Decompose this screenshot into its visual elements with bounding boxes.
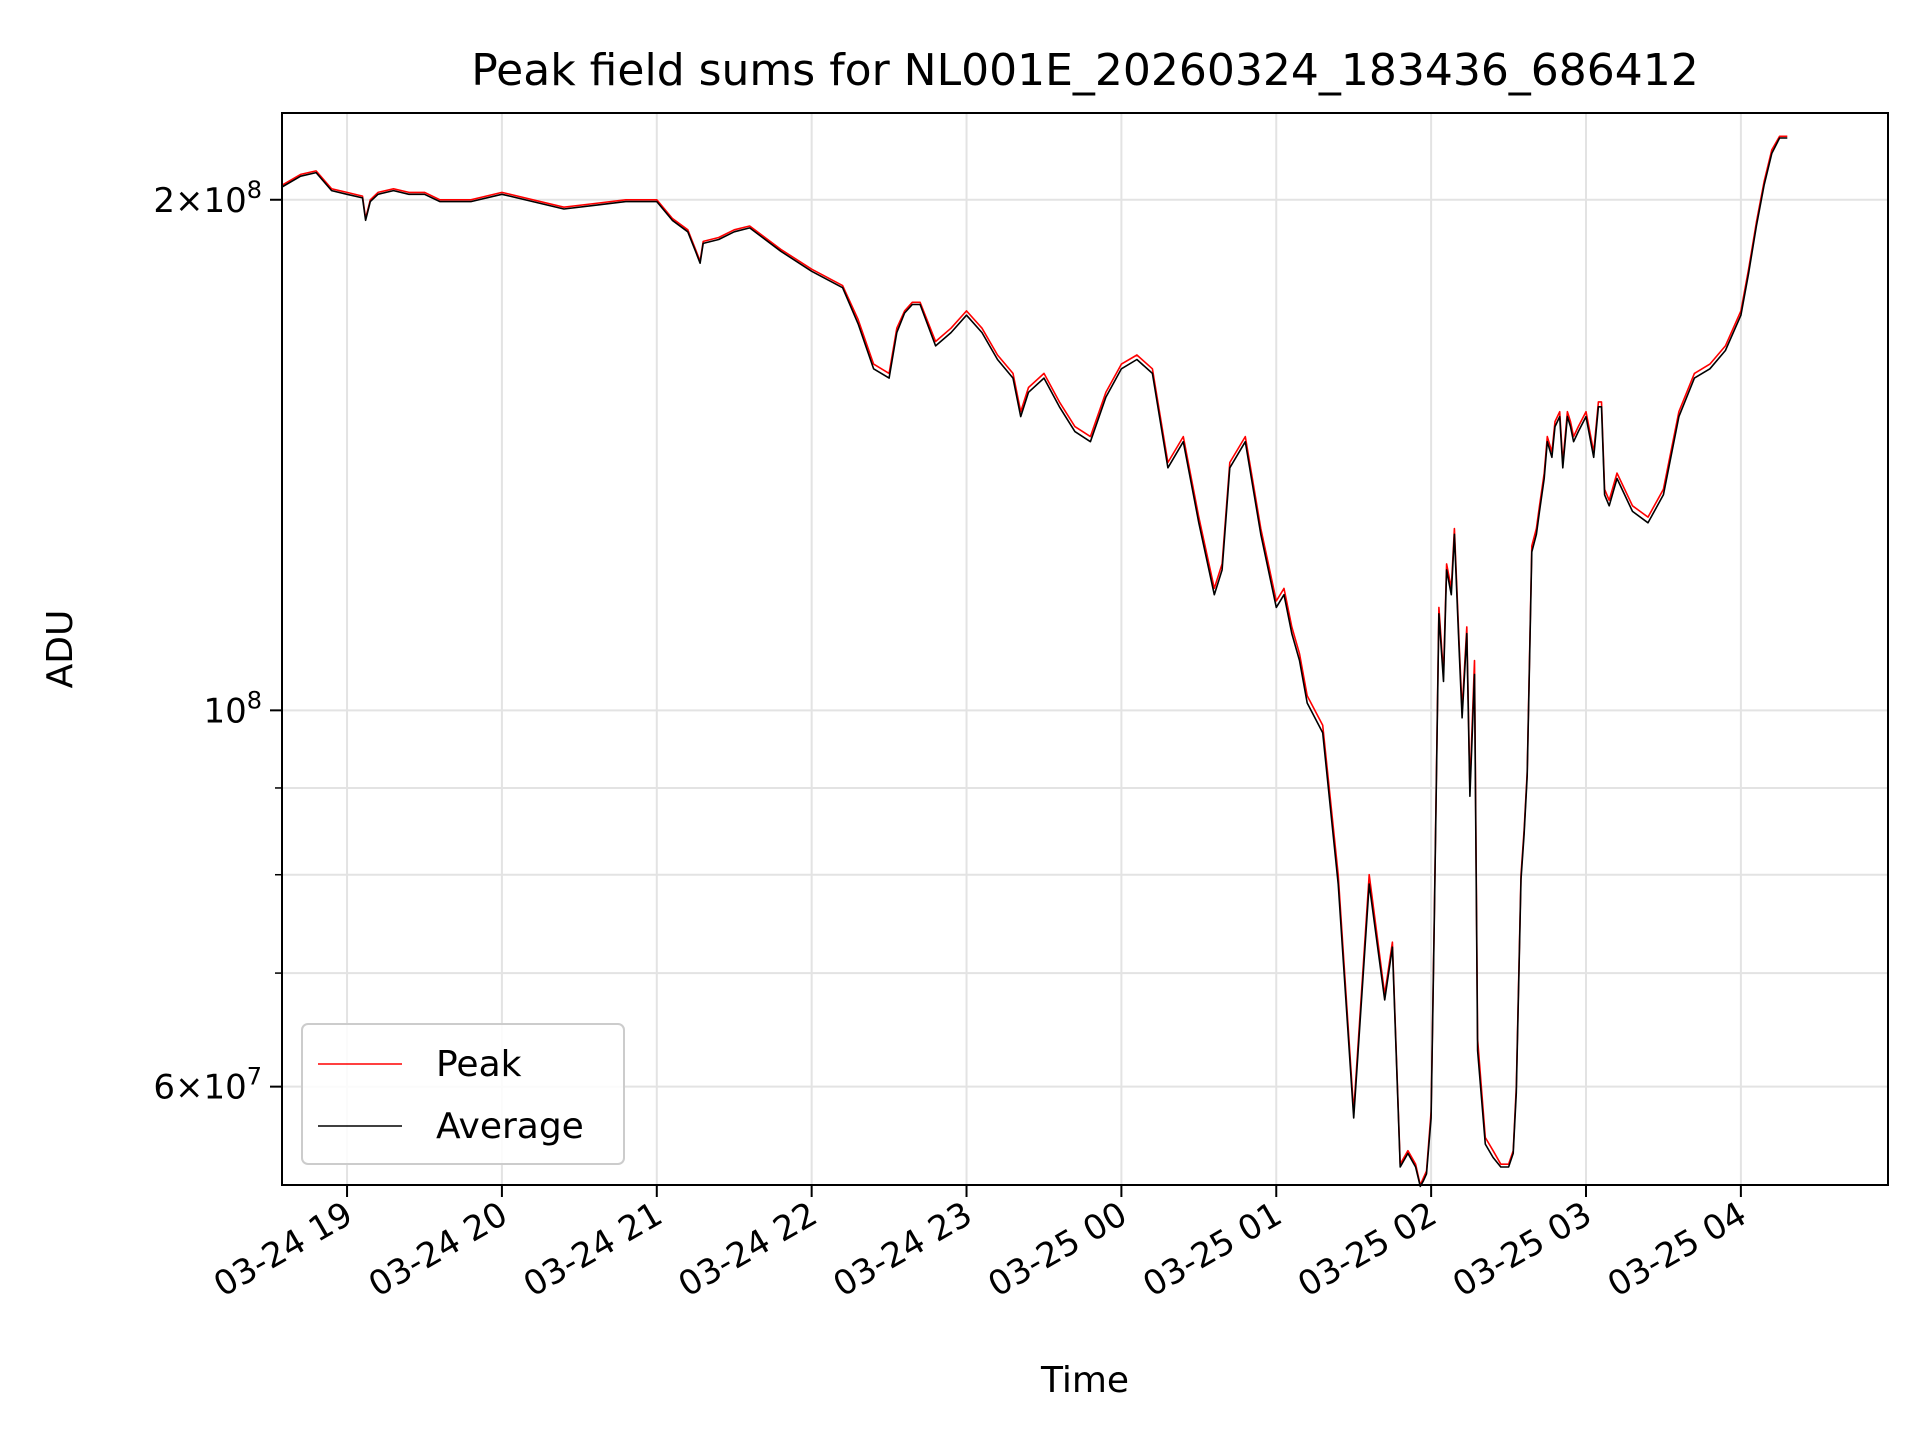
x-axis-label: Time [1040,1360,1129,1401]
y-tick-label: 108 [203,686,262,731]
y-tick-exponent: 8 [247,176,262,204]
y-axis-label: ADU [40,610,81,689]
legend-box [301,1023,625,1165]
y-tick-label: 6×107 [153,1063,262,1108]
legend: Peak Average [301,1023,625,1165]
plot-lines [281,135,1788,1188]
y-tick-base: 2×10 [153,181,246,221]
y-tick-base: 6×10 [153,1068,246,1108]
series-line-average [281,137,1788,1188]
y-tick-label: 2×108 [153,176,262,221]
y-tick-exponent: 8 [247,686,262,714]
grid [282,113,1888,1185]
legend-label-average: Average [436,1106,584,1147]
plot-frame [281,112,1889,1186]
chart-title: Peak field sums for NL001E_20260324_1834… [471,45,1699,96]
legend-label-peak: Peak [436,1044,522,1085]
y-tick-exponent: 7 [247,1063,262,1091]
y-tick-base: 10 [203,691,246,731]
